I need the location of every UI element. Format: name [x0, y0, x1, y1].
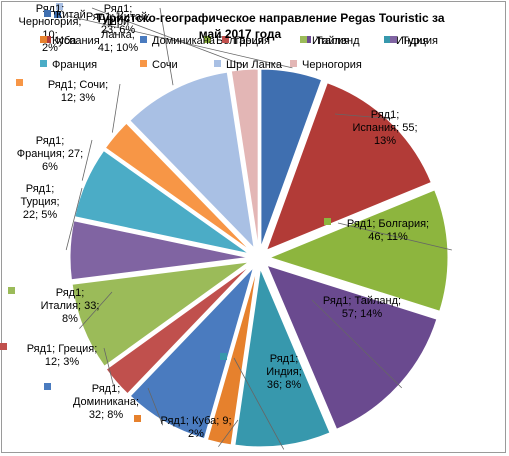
data-label-черногория: Ряд1; Черногория; 10; 2% — [19, 3, 82, 54]
legend-entry-франция: Франция — [52, 59, 97, 71]
data-label-италия: Ряд1; Италия; 33; 8% — [41, 287, 100, 325]
data-label-испания: Ряд1; Испания; 55; 13% — [352, 109, 417, 147]
label-marker — [134, 415, 141, 422]
label-marker — [16, 79, 23, 86]
label-marker — [298, 295, 305, 302]
legend-entry-греция: Греция — [234, 35, 270, 47]
data-label-индия: Ряд1; Индия; 36; 8% — [266, 353, 302, 391]
legend-entry-доминикана: Доминикана — [152, 35, 216, 47]
legend-swatch — [204, 36, 211, 43]
legend-entry-шри-ланка: Шри Ланка — [226, 59, 283, 71]
pie-slice-шри-ланка — [129, 71, 255, 250]
pie-slice-китай — [260, 68, 323, 248]
legend-swatch — [44, 10, 51, 17]
pie-slice-испания — [265, 82, 432, 251]
data-label-куба: Ряд1; Куба; 9; 2% — [160, 415, 231, 440]
pie-slice-индия — [234, 267, 331, 448]
pie-slice-сочи — [104, 122, 252, 252]
leader-line — [91, 7, 245, 66]
chart-title: Туристско-географическое направление Peg… — [95, 11, 444, 41]
leader-line — [67, 15, 293, 69]
leader-line — [311, 299, 403, 389]
leader-line — [337, 222, 452, 251]
legend-swatch — [40, 60, 47, 67]
leader-line — [233, 357, 285, 450]
pie-slice-черногория — [230, 68, 259, 248]
label-marker — [56, 3, 63, 10]
legend-swatch — [290, 60, 297, 67]
leader-line — [218, 419, 239, 447]
data-labels: Ряд1; Китай; 23; 6% Ряд1; Испания; 55; 13% Ря… — [17, 3, 429, 440]
legend-swatch — [214, 60, 221, 67]
data-label-сочи: Ряд1; Сочи; 12; 3% — [48, 79, 108, 104]
chart-title-text: Туристско-географическое направление Peg… — [95, 11, 444, 41]
data-label-доминикана: Ряд1; Доминикана; 32; 8% — [73, 383, 139, 421]
leader-line — [81, 139, 93, 181]
legend-entry-турция: Турция — [402, 35, 438, 47]
leader-line — [65, 187, 83, 251]
data-label-болгария: Ряд1; Болгария; 46; 11% — [347, 218, 429, 243]
legend-swatch — [222, 36, 229, 43]
data-label-греция: Ряд1; Греция; 12; 3% — [27, 343, 98, 368]
leader-lines — [0, 3, 452, 450]
data-label-франция: Ряд1; Франция; 27; 6% — [17, 135, 83, 173]
data-label-шри-ланка: Ряд1; Шри Ланка; 41; 10% — [98, 3, 139, 54]
label-marker — [321, 109, 328, 116]
pie-slice-греция — [105, 264, 252, 395]
legend-swatch — [140, 36, 147, 43]
label-marker — [0, 343, 7, 350]
label-marker — [8, 287, 15, 294]
leader-line — [147, 387, 164, 426]
pie-slice-италия — [71, 261, 250, 367]
legend-entry-черногория: Черногория — [302, 59, 362, 71]
leader-line — [79, 291, 113, 329]
data-label-китай: Ряд1; Китай; 23; 6% — [86, 11, 150, 36]
label-marker — [44, 383, 51, 390]
leader-line — [103, 347, 114, 385]
label-marker — [324, 218, 331, 225]
legend-entry-тайланд: Тайланд — [316, 35, 360, 47]
label-marker — [54, 11, 61, 18]
data-label-турция: Ряд1; Турция; 22; 5% — [20, 183, 59, 221]
legend-entry-сочи: Сочи — [152, 59, 178, 71]
legend-swatch — [384, 36, 391, 43]
legend-entry-индия: Индия — [396, 35, 429, 47]
legend-entry-испания: Испания — [56, 35, 100, 47]
legend-swatch — [390, 36, 397, 43]
leader-line — [111, 83, 121, 133]
legend-swatch — [140, 60, 147, 67]
legend-swatch — [304, 36, 311, 43]
legend-swatch — [40, 36, 47, 43]
pie-slices — [69, 68, 449, 448]
leader-line — [334, 113, 393, 120]
legend-entry-китай: Китай — [56, 9, 86, 21]
legend-entry-куба: Куба — [52, 35, 77, 47]
leader-line — [159, 7, 174, 86]
label-marker — [220, 353, 227, 360]
pie-slice-куба — [206, 268, 258, 446]
legend-swatch — [300, 36, 307, 43]
legend-swatch — [44, 36, 51, 43]
pie-slice-доминикана — [129, 267, 254, 440]
data-label-тайланд: Ряд1; Тайланд; 57; 14% — [323, 295, 401, 320]
pie-slice-болгария — [268, 189, 449, 312]
legend-entry-италия: Италия — [312, 35, 350, 47]
